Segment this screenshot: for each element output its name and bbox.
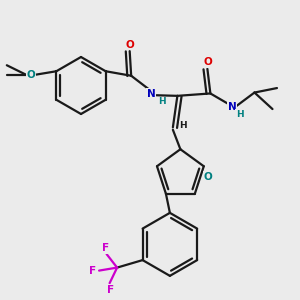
Text: N: N (147, 89, 156, 99)
Text: O: O (203, 172, 212, 182)
Text: O: O (26, 70, 35, 80)
Text: F: F (102, 243, 110, 253)
Text: N: N (228, 102, 236, 112)
Text: H: H (180, 122, 187, 130)
Text: H: H (158, 97, 166, 106)
Text: F: F (106, 285, 114, 295)
Text: O: O (125, 40, 134, 50)
Text: H: H (236, 110, 243, 119)
Text: O: O (203, 57, 212, 67)
Text: F: F (89, 266, 96, 276)
